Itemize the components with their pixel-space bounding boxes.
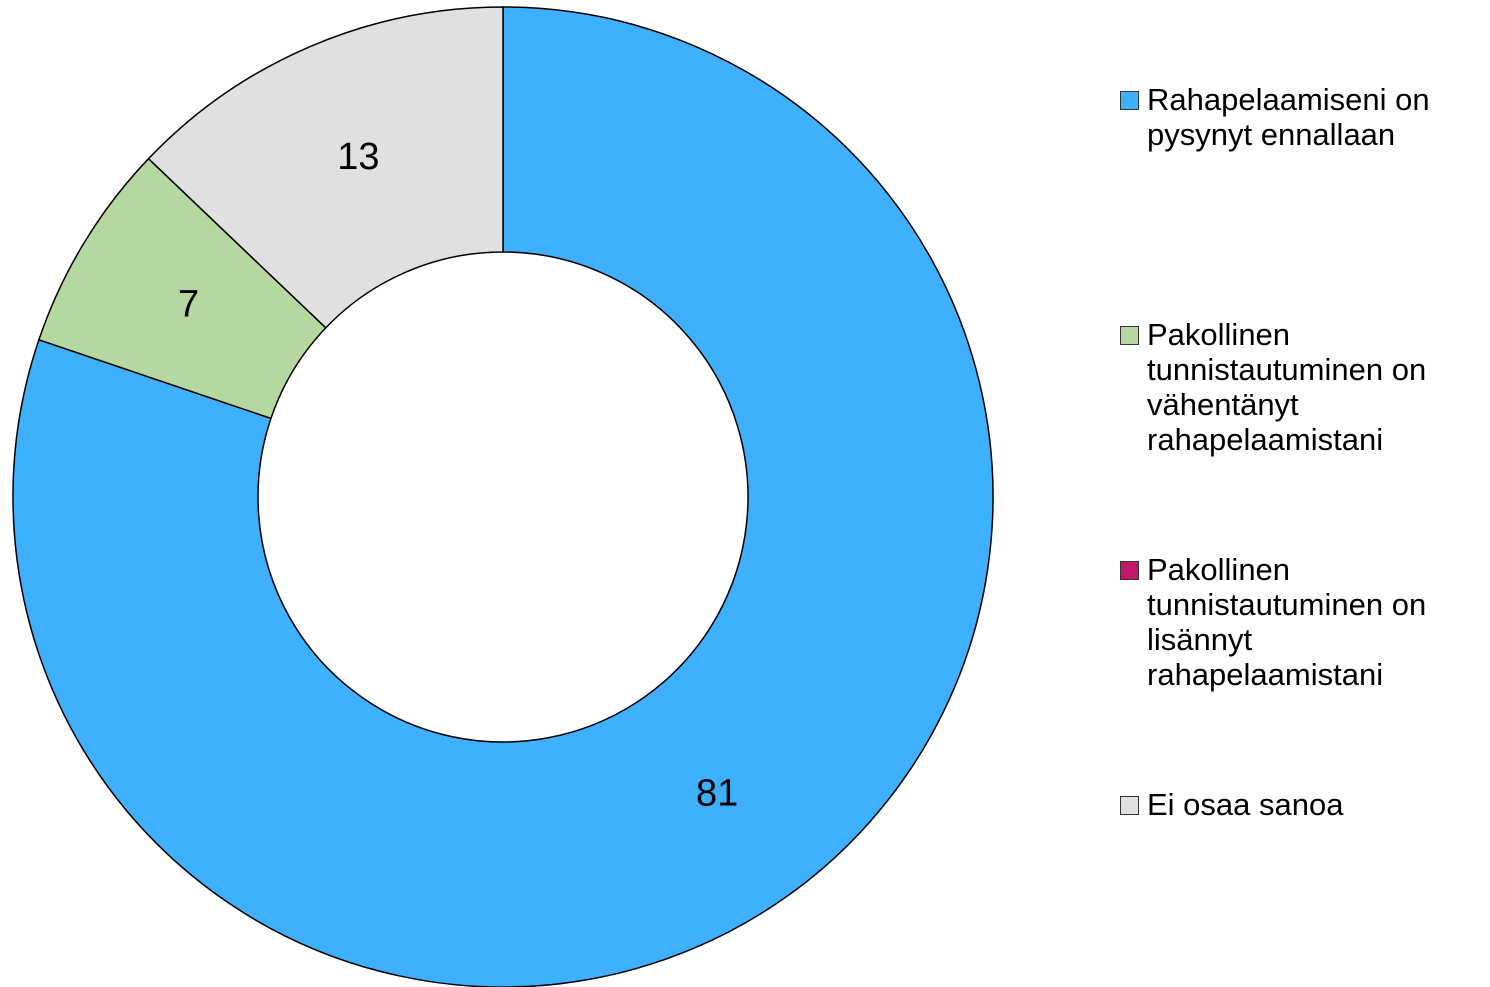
legend-label: Pakollinen tunnistautuminen on lisännyt …	[1147, 552, 1427, 692]
donut-segment	[12, 6, 994, 987]
legend-label: Pakollinen tunnistautuminen on vähentäny…	[1147, 317, 1427, 457]
legend-swatch	[1120, 91, 1139, 110]
legend-item: Rahapelaamiseni on pysynyt ennallaan	[1120, 82, 1490, 152]
data-label: 13	[337, 136, 379, 178]
legend-swatch	[1120, 326, 1139, 345]
legend-swatch	[1120, 796, 1139, 815]
donut-segment	[147, 6, 504, 329]
legend-swatch	[1120, 561, 1139, 580]
legend-item: Pakollinen tunnistautuminen on vähentäny…	[1120, 317, 1490, 457]
legend-label: Rahapelaamiseni on pysynyt ennallaan	[1147, 82, 1430, 152]
data-label: 7	[178, 284, 199, 326]
legend-item: Ei osaa sanoa	[1120, 787, 1490, 822]
data-label: 81	[696, 773, 738, 815]
legend-item: Pakollinen tunnistautuminen on lisännyt …	[1120, 552, 1490, 692]
legend-label: Ei osaa sanoa	[1147, 787, 1344, 822]
